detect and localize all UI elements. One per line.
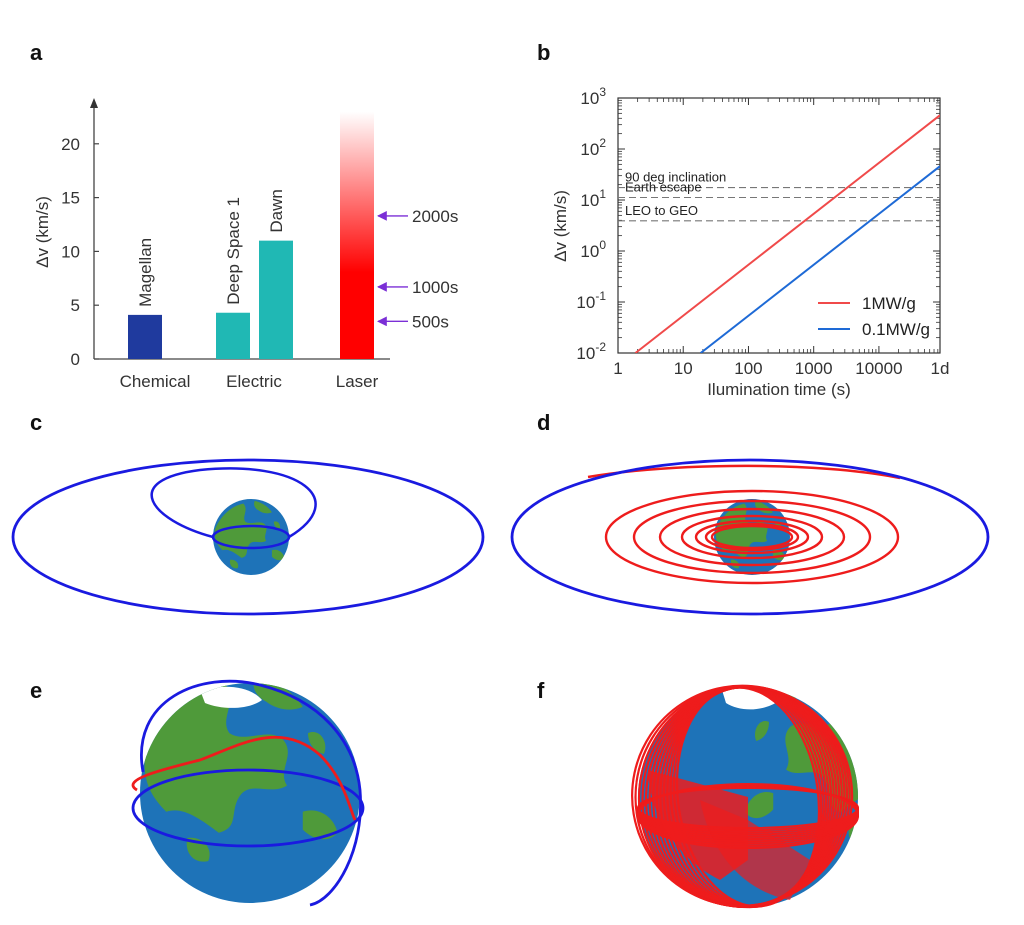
spiral-loop	[704, 522, 800, 552]
category-label-a: Laser	[336, 372, 379, 391]
y-tick-exponent: 3	[599, 85, 606, 99]
bar-label: Dawn	[267, 189, 286, 232]
y-tick-label-b: 103	[580, 85, 606, 108]
y-tick-base: 10	[580, 140, 599, 159]
x-tick-label-b: 100	[734, 359, 762, 378]
bar-label: Magellan	[136, 238, 155, 307]
y-tick-base: 10	[576, 293, 595, 312]
specific-impulse-label: 1000s	[412, 278, 458, 297]
spiral-loop	[680, 514, 824, 560]
category-label-a: Electric	[226, 372, 282, 391]
bar-laser	[340, 111, 374, 360]
legend-label: 0.1MW/g	[862, 320, 930, 339]
dense-orbit-region	[700, 800, 810, 900]
inclination-diagram-e	[131, 679, 365, 907]
reference-line-label: LEO to GEO	[625, 203, 698, 218]
transfer-orbit	[150, 467, 317, 539]
y-tick-label-b: 101	[580, 187, 606, 210]
y-tick-exponent: 2	[599, 136, 606, 150]
y-tick-label-b: 10-2	[576, 340, 606, 363]
bar-label: Deep Space 1	[224, 197, 243, 305]
inclination-diagram-f	[631, 684, 859, 909]
y-tick-base: 10	[580, 191, 599, 210]
earth-globe	[213, 499, 289, 575]
specific-impulse-label: 500s	[412, 312, 449, 331]
y-tick-label-a: 10	[61, 242, 80, 261]
transfer-path	[131, 736, 357, 821]
series-line-1	[700, 165, 940, 353]
geo-orbit	[11, 458, 485, 616]
legend-label: 1MW/g	[862, 294, 916, 313]
spiral-orbit	[604, 489, 900, 585]
y-axis-label-a: Δv (km/s)	[33, 196, 52, 268]
spiral-inclination-orbits	[631, 684, 859, 909]
y-tick-label-b: 102	[580, 136, 606, 159]
orbit-diagram-c	[11, 458, 485, 616]
earth-globe	[714, 499, 790, 575]
panel-label-e: e	[30, 678, 43, 703]
equatorial-orbit	[131, 768, 365, 848]
y-tick-exponent: -2	[595, 340, 606, 354]
y-tick-label-a: 5	[71, 296, 80, 315]
y-tick-label-a: 20	[61, 135, 80, 154]
panel-label-a: a	[30, 40, 43, 65]
x-tick-label-b: 10	[674, 359, 693, 378]
bar-chart-a: 0 5 10 15 20 Δv (km/s) Magellan Deep Space 1 D…	[33, 98, 458, 391]
y-tick-label-a: 15	[61, 189, 80, 208]
x-tick-label-b: 1000	[795, 359, 833, 378]
panel-label-d: d	[537, 410, 551, 435]
earth-globe-large	[140, 683, 360, 903]
orbit-diagram-d	[510, 458, 990, 616]
y-axis-arrow-a	[90, 98, 98, 108]
bar-dawn	[259, 240, 293, 359]
x-tick-label-b: 10000	[855, 359, 902, 378]
bar-magellan	[128, 314, 162, 359]
spiral-loop	[710, 524, 794, 550]
x-tick-label-b: 1	[613, 359, 622, 378]
spiral-loop	[694, 519, 810, 555]
specific-impulse-label: 2000s	[412, 207, 458, 226]
category-label-a: Chemical	[120, 372, 191, 391]
x-tick-label-b: 1d	[931, 359, 950, 378]
reference-line-label: Earth escape	[625, 179, 702, 194]
spiral-loop	[632, 499, 872, 575]
spiral-loop	[604, 489, 900, 585]
geo-orbit	[510, 458, 990, 616]
y-tick-base: 10	[580, 242, 599, 261]
y-tick-label-b: 10-1	[576, 289, 606, 312]
y-tick-base: 10	[576, 344, 595, 363]
y-tick-exponent: -1	[595, 289, 606, 303]
y-axis-label-b: Δv (km/s)	[551, 190, 570, 262]
series-line-0	[634, 114, 940, 353]
spiral-loop	[658, 507, 846, 567]
polar-orbit	[140, 679, 362, 907]
y-tick-label-b: 100	[580, 238, 606, 261]
y-tick-label-a: 0	[71, 350, 80, 369]
reference-line-label: 90 deg inclination	[625, 170, 726, 185]
x-axis-label-b: Ilumination time (s)	[707, 380, 851, 399]
panel-label-c: c	[30, 410, 43, 435]
panel-label-b: b	[537, 40, 551, 65]
y-tick-exponent: 0	[599, 238, 606, 252]
bar-deep-space-1	[216, 312, 250, 359]
panel-label-f: f	[537, 678, 545, 703]
y-tick-exponent: 1	[599, 187, 606, 201]
y-tick-base: 10	[580, 89, 599, 108]
plot-frame-b	[617, 97, 941, 354]
